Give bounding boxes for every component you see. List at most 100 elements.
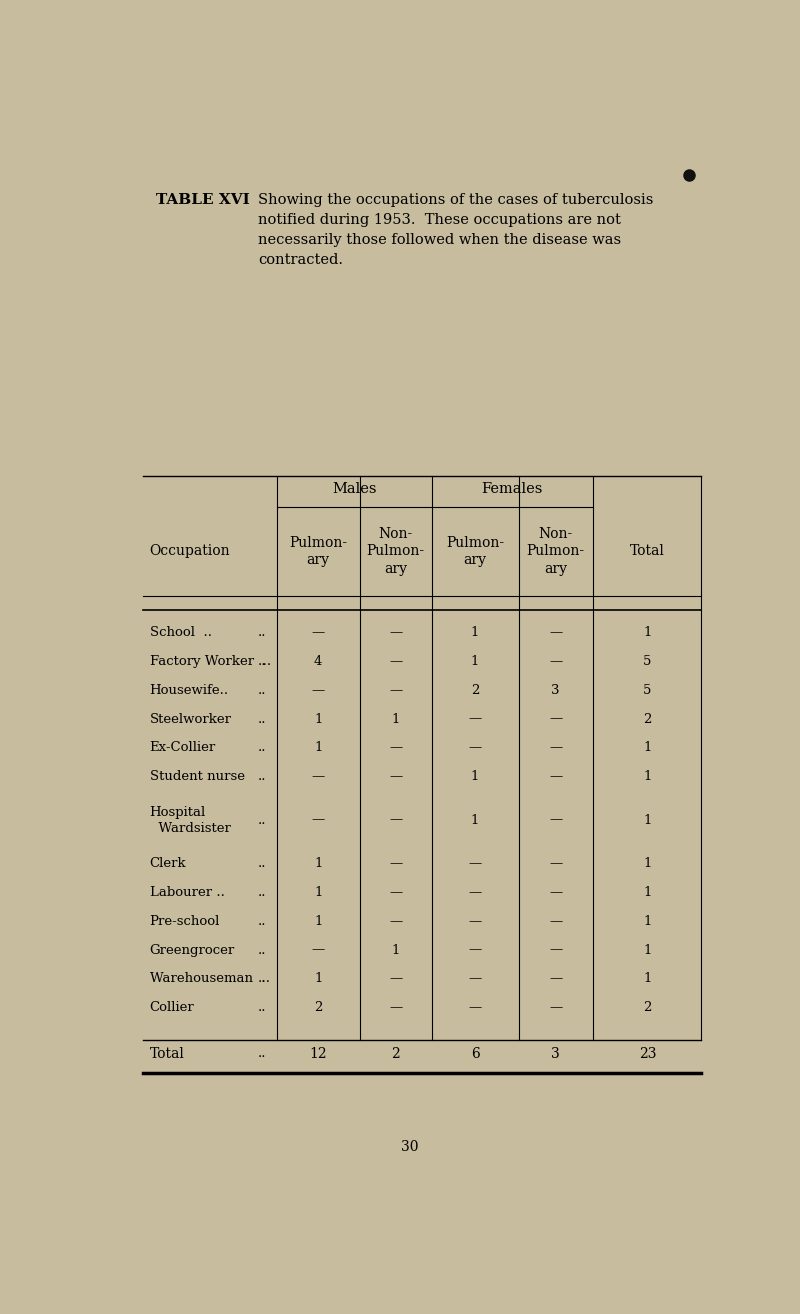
Text: 4: 4 — [314, 654, 322, 668]
Text: 1: 1 — [471, 770, 479, 783]
Text: 1: 1 — [314, 886, 322, 899]
Text: —: — — [549, 1001, 562, 1014]
Text: 1: 1 — [314, 972, 322, 986]
Text: —: — — [549, 625, 562, 639]
Text: Pulmon-
ary: Pulmon- ary — [446, 536, 504, 566]
Text: —: — — [469, 943, 482, 957]
Text: 23: 23 — [638, 1047, 656, 1060]
Text: —: — — [549, 857, 562, 870]
Text: 30: 30 — [402, 1141, 418, 1154]
Text: 1: 1 — [391, 943, 400, 957]
Text: —: — — [389, 813, 402, 827]
Text: —: — — [549, 915, 562, 928]
Text: Females: Females — [482, 481, 543, 495]
Text: —: — — [389, 886, 402, 899]
Text: —: — — [389, 915, 402, 928]
Text: —: — — [469, 741, 482, 754]
Text: ..: .. — [258, 1001, 266, 1014]
Text: —: — — [469, 712, 482, 725]
Text: —: — — [389, 1001, 402, 1014]
Text: Total: Total — [150, 1047, 185, 1060]
Text: 1: 1 — [471, 625, 479, 639]
Text: 1: 1 — [314, 741, 322, 754]
Text: ..: .. — [258, 625, 266, 639]
Text: 5: 5 — [643, 683, 652, 696]
Text: Warehouseman  ..: Warehouseman .. — [150, 972, 270, 986]
Text: 1: 1 — [643, 857, 652, 870]
Text: School  ..: School .. — [150, 625, 211, 639]
Text: 2: 2 — [643, 1001, 652, 1014]
Text: Occupation: Occupation — [150, 544, 230, 558]
Text: ..: .. — [258, 886, 266, 899]
Text: Pulmon-
ary: Pulmon- ary — [289, 536, 347, 566]
Text: Clerk: Clerk — [150, 857, 186, 870]
Text: ..: .. — [258, 1047, 266, 1060]
Text: 1: 1 — [471, 813, 479, 827]
Text: 1: 1 — [643, 625, 652, 639]
Text: —: — — [312, 683, 325, 696]
Text: —: — — [549, 770, 562, 783]
Text: ..: .. — [258, 915, 266, 928]
Text: —: — — [549, 813, 562, 827]
Text: ..: .. — [258, 857, 266, 870]
Text: —: — — [312, 625, 325, 639]
Text: 1: 1 — [643, 915, 652, 928]
Text: 1: 1 — [643, 770, 652, 783]
Text: Hospital
  Wardsister: Hospital Wardsister — [150, 805, 230, 834]
Text: TABLE XVI: TABLE XVI — [156, 193, 250, 208]
Text: 1: 1 — [314, 857, 322, 870]
Text: 2: 2 — [314, 1001, 322, 1014]
Text: ..: .. — [258, 943, 266, 957]
Text: Student nurse: Student nurse — [150, 770, 245, 783]
Text: ..: .. — [258, 654, 266, 668]
Text: —: — — [312, 813, 325, 827]
Text: Housewife..: Housewife.. — [150, 683, 229, 696]
Text: 3: 3 — [551, 683, 560, 696]
Text: —: — — [389, 741, 402, 754]
Text: —: — — [469, 886, 482, 899]
Text: —: — — [549, 654, 562, 668]
Text: 1: 1 — [643, 813, 652, 827]
Text: —: — — [312, 770, 325, 783]
Text: Showing the occupations of the cases of tuberculosis
notified during 1953.  Thes: Showing the occupations of the cases of … — [258, 193, 654, 267]
Text: —: — — [389, 770, 402, 783]
Text: ..: .. — [258, 813, 266, 827]
Text: Factory Worker  ..: Factory Worker .. — [150, 654, 270, 668]
Text: —: — — [389, 625, 402, 639]
Text: 2: 2 — [643, 712, 652, 725]
Text: —: — — [549, 712, 562, 725]
Text: 2: 2 — [471, 683, 479, 696]
Text: —: — — [389, 683, 402, 696]
Text: —: — — [389, 654, 402, 668]
Text: Non-
Pulmon-
ary: Non- Pulmon- ary — [366, 527, 425, 576]
Text: 12: 12 — [310, 1047, 327, 1060]
Text: —: — — [389, 857, 402, 870]
Text: Males: Males — [332, 481, 377, 495]
Text: Steelworker: Steelworker — [150, 712, 232, 725]
Text: —: — — [549, 972, 562, 986]
Text: 6: 6 — [470, 1047, 479, 1060]
Text: ..: .. — [258, 741, 266, 754]
Text: —: — — [549, 741, 562, 754]
Text: ..: .. — [258, 770, 266, 783]
Text: Collier: Collier — [150, 1001, 194, 1014]
Text: 2: 2 — [391, 1047, 400, 1060]
Text: —: — — [549, 886, 562, 899]
Text: Ex-Collier: Ex-Collier — [150, 741, 216, 754]
Text: ..: .. — [258, 712, 266, 725]
Text: ..: .. — [258, 683, 266, 696]
Text: —: — — [469, 972, 482, 986]
Text: 3: 3 — [551, 1047, 560, 1060]
Text: 1: 1 — [643, 741, 652, 754]
Text: 1: 1 — [391, 712, 400, 725]
Text: Non-
Pulmon-
ary: Non- Pulmon- ary — [526, 527, 585, 576]
Text: —: — — [469, 1001, 482, 1014]
Text: Labourer ..: Labourer .. — [150, 886, 225, 899]
Text: —: — — [549, 943, 562, 957]
Text: 1: 1 — [643, 972, 652, 986]
Text: —: — — [389, 972, 402, 986]
Text: 1: 1 — [314, 712, 322, 725]
Text: Total: Total — [630, 544, 665, 558]
Text: 1: 1 — [314, 915, 322, 928]
Text: 5: 5 — [643, 654, 652, 668]
